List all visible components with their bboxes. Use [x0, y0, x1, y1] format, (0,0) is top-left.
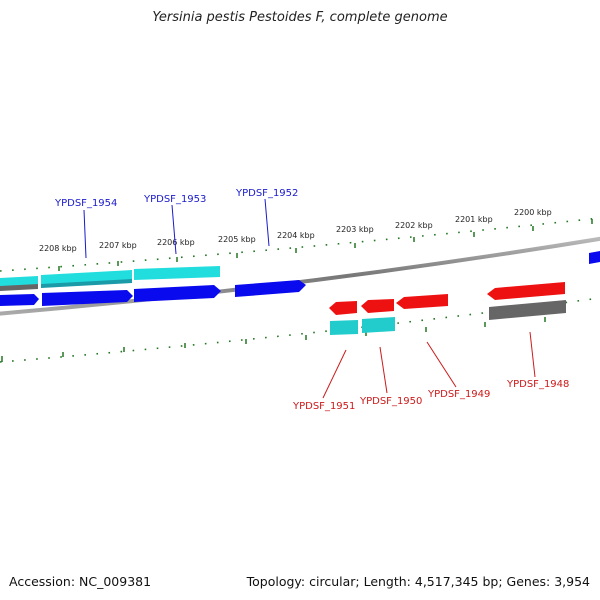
- gene-label-reverse[interactable]: YPDSF_1949: [427, 389, 490, 400]
- kbp-label: 2206 kbp: [157, 238, 195, 247]
- kbp-label: 2200 kbp: [514, 208, 552, 217]
- cds-feature[interactable]: [235, 280, 306, 297]
- gene-feature: [41, 279, 132, 288]
- cds-feature[interactable]: [361, 299, 394, 313]
- gene-feature[interactable]: [489, 300, 566, 320]
- cds-feature[interactable]: [589, 251, 600, 264]
- cds-feature[interactable]: [329, 301, 357, 315]
- gene-label-forward[interactable]: YPDSF_1954: [54, 198, 117, 209]
- forward-features: [0, 251, 600, 306]
- outer-tick-ruler: [0, 217, 600, 272]
- genome-summary-text: Topology: circular; Length: 4,517,345 bp…: [246, 574, 590, 589]
- cds-feature[interactable]: [396, 294, 448, 309]
- gene-feature[interactable]: [0, 276, 38, 287]
- gene-feature: [0, 284, 38, 291]
- map-title: Yersinia pestis Pestoides F, complete ge…: [152, 10, 448, 25]
- reverse-gene-labels: YPDSF_1951 YPDSF_1950 YPDSF_1949 YPDSF_1…: [292, 331, 569, 412]
- cds-feature[interactable]: [42, 290, 133, 306]
- gene-label-reverse[interactable]: YPDSF_1948: [506, 379, 569, 390]
- kbp-label: 2207 kbp: [99, 241, 137, 250]
- gene-label-forward[interactable]: YPDSF_1952: [235, 188, 298, 199]
- kbp-label: 2208 kbp: [39, 244, 77, 253]
- gene-label-reverse[interactable]: YPDSF_1950: [359, 396, 422, 407]
- accession-text: Accession: NC_009381: [9, 574, 152, 589]
- reverse-features: [329, 282, 566, 335]
- kbp-label: 2201 kbp: [455, 215, 493, 224]
- kbp-label: 2204 kbp: [277, 231, 315, 240]
- cds-feature[interactable]: [487, 282, 565, 300]
- gene-label-reverse[interactable]: YPDSF_1951: [292, 401, 355, 412]
- cds-feature[interactable]: [134, 285, 221, 302]
- inner-tick-ruler: [0, 297, 600, 363]
- forward-gene-labels: YPDSF_1954 YPDSF_1953 YPDSF_1952: [54, 188, 298, 259]
- gene-feature[interactable]: [330, 320, 358, 335]
- kbp-label: 2202 kbp: [395, 221, 433, 230]
- cds-feature[interactable]: [0, 294, 39, 306]
- kbp-label: 2203 kbp: [336, 225, 374, 234]
- gene-label-forward[interactable]: YPDSF_1953: [143, 194, 206, 205]
- kbp-labels: 2208 kbp 2207 kbp 2206 kbp 2205 kbp 2204…: [39, 208, 552, 253]
- kbp-label: 2205 kbp: [218, 235, 256, 244]
- gene-feature[interactable]: [134, 266, 220, 280]
- gene-feature[interactable]: [362, 317, 395, 333]
